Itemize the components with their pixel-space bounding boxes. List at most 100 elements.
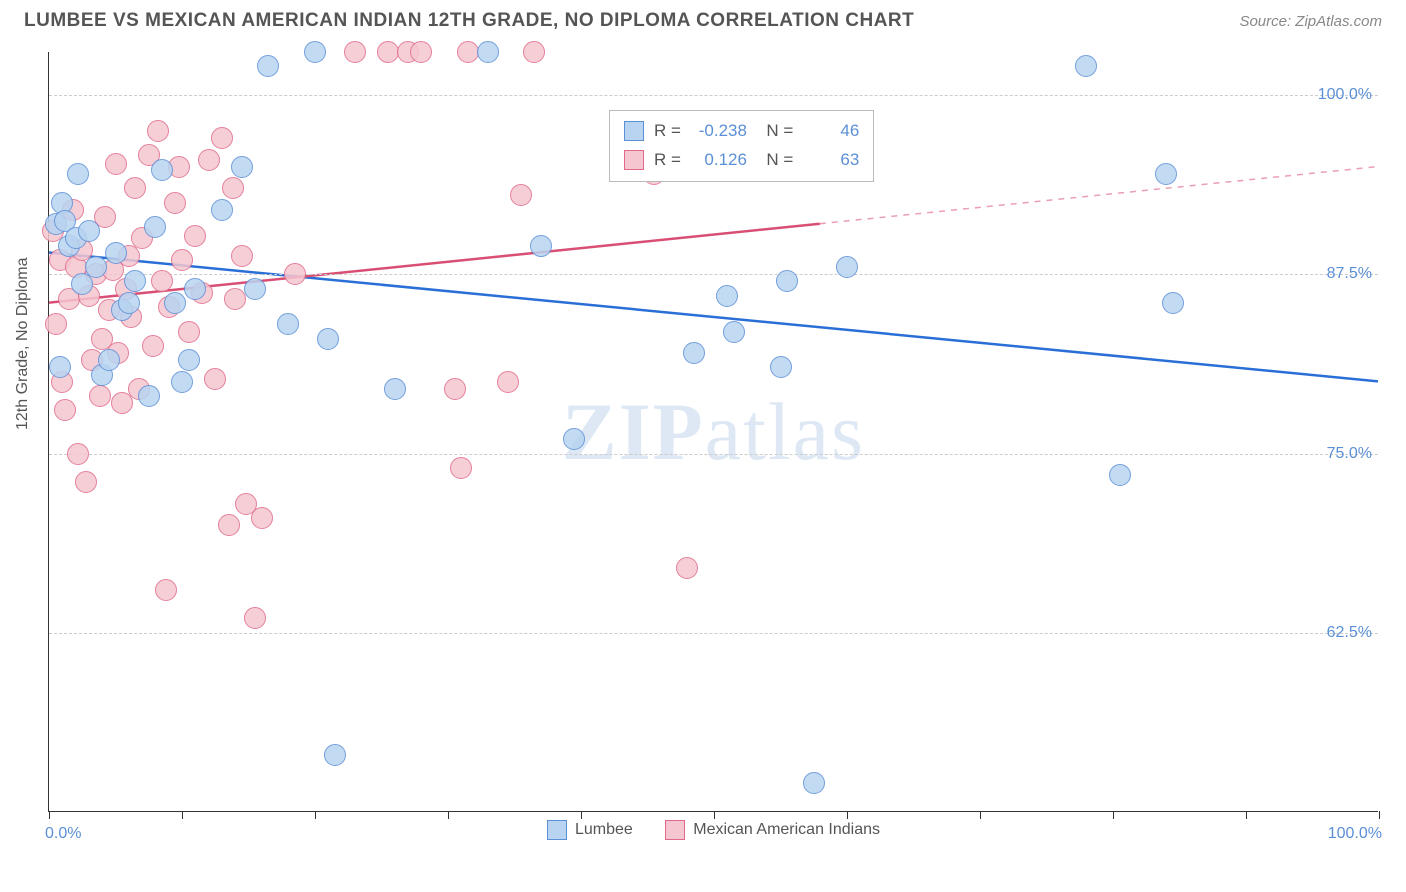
mexican-point bbox=[204, 368, 226, 390]
mexican-point bbox=[523, 41, 545, 63]
lumbee-point bbox=[184, 278, 206, 300]
mexican-point bbox=[510, 184, 532, 206]
mexican-point bbox=[147, 120, 169, 142]
lumbee-r-value: -0.238 bbox=[691, 117, 747, 146]
lumbee-point bbox=[171, 371, 193, 393]
mexican-point bbox=[45, 313, 67, 335]
lumbee-point bbox=[683, 342, 705, 364]
watermark-bold: ZIP bbox=[562, 386, 705, 477]
lumbee-point bbox=[716, 285, 738, 307]
mexican-point bbox=[231, 245, 253, 267]
lumbee-point bbox=[770, 356, 792, 378]
mexican-point bbox=[54, 399, 76, 421]
x-tick bbox=[315, 811, 316, 819]
x-tick bbox=[980, 811, 981, 819]
mexican-swatch-icon bbox=[624, 150, 644, 170]
mexican-point bbox=[251, 507, 273, 529]
lumbee-point bbox=[1109, 464, 1131, 486]
mexican-swatch-icon bbox=[665, 820, 685, 840]
mexican-n-value: 63 bbox=[803, 146, 859, 175]
mexican-point bbox=[151, 270, 173, 292]
n-label: N = bbox=[757, 117, 793, 146]
lumbee-point bbox=[304, 41, 326, 63]
mexican-point bbox=[89, 385, 111, 407]
series-legend: Lumbee Mexican American Indians bbox=[49, 820, 1378, 845]
mexican-point bbox=[284, 263, 306, 285]
lumbee-point bbox=[138, 385, 160, 407]
lumbee-point bbox=[178, 349, 200, 371]
mexican-point bbox=[105, 153, 127, 175]
x-tick bbox=[1113, 811, 1114, 819]
mexican-point bbox=[124, 177, 146, 199]
watermark-light: atlas bbox=[705, 386, 865, 477]
x-tick bbox=[1246, 811, 1247, 819]
lumbee-point bbox=[144, 216, 166, 238]
source-label: Source: ZipAtlas.com bbox=[1239, 13, 1382, 30]
legend-row-lumbee: R = -0.238 N = 46 bbox=[624, 117, 859, 146]
mexican-point bbox=[67, 443, 89, 465]
mexican-point bbox=[171, 249, 193, 271]
mexican-point bbox=[457, 41, 479, 63]
mexican-point bbox=[497, 371, 519, 393]
lumbee-point bbox=[803, 772, 825, 794]
lumbee-point bbox=[277, 313, 299, 335]
lumbee-point bbox=[324, 744, 346, 766]
lumbee-point bbox=[164, 292, 186, 314]
r-label: R = bbox=[654, 146, 681, 175]
lumbee-n-value: 46 bbox=[803, 117, 859, 146]
mexican-point bbox=[155, 579, 177, 601]
lumbee-point bbox=[723, 321, 745, 343]
lumbee-point bbox=[1155, 163, 1177, 185]
mexican-point bbox=[184, 225, 206, 247]
watermark: ZIPatlas bbox=[562, 385, 865, 479]
mexican-point bbox=[377, 41, 399, 63]
lumbee-point bbox=[836, 256, 858, 278]
x-tick bbox=[1379, 811, 1380, 819]
y-tick-label: 75.0% bbox=[1327, 445, 1380, 463]
lumbee-point bbox=[98, 349, 120, 371]
legend-label: Lumbee bbox=[575, 821, 633, 839]
mexican-point bbox=[222, 177, 244, 199]
mexican-point bbox=[244, 607, 266, 629]
y-axis-title: 12th Grade, No Diploma bbox=[14, 257, 32, 430]
mexican-point bbox=[410, 41, 432, 63]
correlation-legend: R = -0.238 N = 46 R = 0.126 N = 63 bbox=[609, 110, 874, 182]
x-tick bbox=[49, 811, 50, 819]
lumbee-point bbox=[78, 220, 100, 242]
lumbee-point bbox=[1075, 55, 1097, 77]
mexican-point bbox=[676, 557, 698, 579]
gridline bbox=[49, 95, 1378, 96]
legend-label: Mexican American Indians bbox=[693, 821, 880, 839]
x-tick bbox=[182, 811, 183, 819]
lumbee-point bbox=[85, 256, 107, 278]
lumbee-point bbox=[67, 163, 89, 185]
mexican-point bbox=[218, 514, 240, 536]
lumbee-swatch-icon bbox=[624, 121, 644, 141]
mexican-point bbox=[142, 335, 164, 357]
gridline bbox=[49, 454, 1378, 455]
lumbee-point bbox=[124, 270, 146, 292]
mexican-point bbox=[164, 192, 186, 214]
y-tick-label: 62.5% bbox=[1327, 624, 1380, 642]
y-tick-label: 87.5% bbox=[1327, 265, 1380, 283]
x-tick bbox=[448, 811, 449, 819]
legend-item-mexican: Mexican American Indians bbox=[665, 820, 880, 840]
lumbee-swatch-icon bbox=[547, 820, 567, 840]
lumbee-point bbox=[776, 270, 798, 292]
lumbee-point bbox=[231, 156, 253, 178]
mexican-point bbox=[444, 378, 466, 400]
mexican-point bbox=[75, 471, 97, 493]
n-label: N = bbox=[757, 146, 793, 175]
chart-title: LUMBEE VS MEXICAN AMERICAN INDIAN 12TH G… bbox=[24, 10, 914, 32]
legend-row-mexican: R = 0.126 N = 63 bbox=[624, 146, 859, 175]
r-label: R = bbox=[654, 117, 681, 146]
lumbee-point bbox=[211, 199, 233, 221]
y-tick-label: 100.0% bbox=[1318, 86, 1380, 104]
mexican-point bbox=[211, 127, 233, 149]
mexican-point bbox=[198, 149, 220, 171]
mexican-point bbox=[178, 321, 200, 343]
mexican-point bbox=[450, 457, 472, 479]
mexican-point bbox=[344, 41, 366, 63]
lumbee-point bbox=[530, 235, 552, 257]
lumbee-point bbox=[151, 159, 173, 181]
